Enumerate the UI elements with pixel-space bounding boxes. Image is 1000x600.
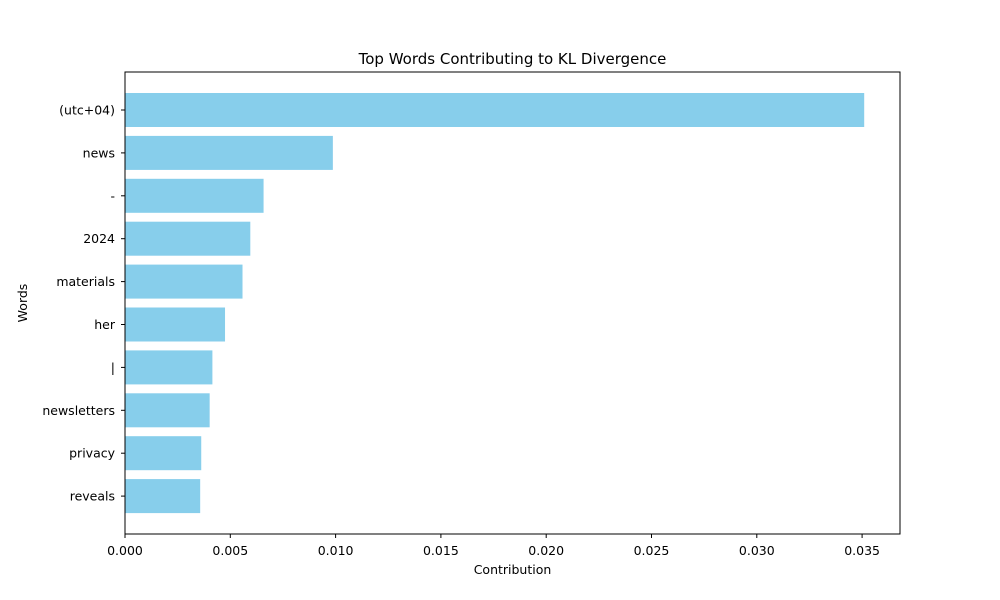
x-tick-label-3: 0.015 — [423, 543, 459, 558]
y-tick-label-7: newsletters — [42, 403, 115, 418]
y-tick-label-1: news — [83, 145, 115, 160]
chart-title: Top Words Contributing to KL Divergence — [358, 50, 667, 68]
bar-7 — [125, 393, 210, 428]
x-tick-label-7: 0.035 — [844, 543, 880, 558]
y-tick-label-5: her — [94, 317, 116, 332]
x-tick-label-6: 0.030 — [739, 543, 775, 558]
y-tick-label-8: privacy — [69, 446, 115, 461]
y-tick-label-3: 2024 — [83, 231, 115, 246]
bar-3 — [125, 221, 251, 256]
x-tick-label-5: 0.025 — [634, 543, 670, 558]
x-axis-label: Contribution — [474, 562, 552, 577]
bar-4 — [125, 264, 243, 299]
y-tick-label-2: - — [110, 188, 115, 203]
y-tick-label-0: (utc+04) — [59, 103, 115, 118]
bar-9 — [125, 479, 201, 514]
plot-area-frame — [124, 71, 901, 535]
y-tick-label-6: | — [111, 360, 115, 375]
y-axis-ticks: (utc+04) news - 2024 materials her | newsletter… — [42, 103, 125, 504]
y-axis-label: Words — [15, 284, 30, 323]
x-tick-label-2: 0.010 — [318, 543, 354, 558]
bar-2 — [125, 178, 264, 213]
y-tick-label-9: reveals — [70, 489, 115, 504]
bar-6 — [125, 350, 213, 385]
x-tick-label-1: 0.005 — [212, 543, 248, 558]
x-axis-ticks: 0.000 0.005 0.010 0.015 0.020 0.025 0.030 0.035 — [107, 534, 880, 558]
bar-8 — [125, 436, 202, 471]
bar-1 — [125, 135, 333, 170]
x-tick-label-0: 0.000 — [107, 543, 143, 558]
bar-0 — [125, 93, 865, 127]
x-tick-label-4: 0.020 — [528, 543, 564, 558]
bar-5 — [125, 307, 226, 342]
y-tick-label-4: materials — [56, 274, 115, 289]
bars-group — [125, 93, 865, 514]
